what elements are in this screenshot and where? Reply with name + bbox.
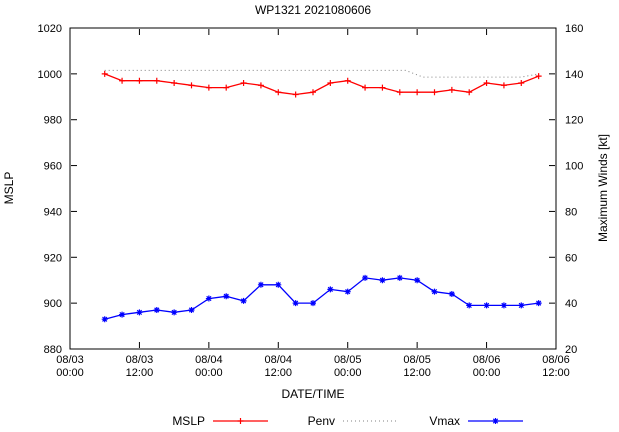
- y-left-tick-label: 940: [44, 206, 62, 218]
- x-tick-label-time: 00:00: [56, 367, 84, 379]
- series-line-mslp: [104, 73, 539, 96]
- legend-samples: [213, 418, 523, 424]
- y-left-axis-label: MSLP: [2, 172, 16, 205]
- x-tick-label-time: 12:00: [542, 367, 570, 379]
- legend-sample-marker-mslp: [237, 418, 244, 424]
- x-tick-label-date: 08/04: [265, 354, 293, 366]
- series-line-penv: [104, 69, 539, 78]
- legend-sample-marker-vmax: [492, 418, 499, 424]
- y-right-tick-label: 20: [565, 344, 577, 356]
- axes: 880 900 920 940 960 980 1000 1020 20 40 60 80 100 120…: [38, 23, 584, 379]
- legend-label-vmax: Vmax: [429, 414, 460, 428]
- x-tick-label-date: 08/06: [473, 354, 501, 366]
- series-markers-mslp: [101, 70, 542, 98]
- y-left-tick-label: 920: [44, 252, 62, 264]
- y-right-axis-label: Maximum Winds [kt]: [596, 134, 610, 242]
- x-tick-label-date: 08/03: [126, 354, 154, 366]
- y-right-tick-label: 120: [565, 115, 583, 127]
- x-tick-label-time: 00:00: [195, 367, 223, 379]
- series: [101, 69, 542, 323]
- x-tick-label-date: 08/04: [195, 354, 223, 366]
- x-tick-label-date: 08/05: [334, 354, 362, 366]
- legend-label-mslp: MSLP: [172, 414, 205, 428]
- y-left-tick-label: 900: [44, 298, 62, 310]
- y-left-tick-label: 980: [44, 115, 62, 127]
- chart-title: WP1321 2021080606: [255, 3, 371, 17]
- plot-frame: [69, 27, 557, 350]
- legend-label-penv: Penv: [308, 414, 335, 428]
- legend: MSLP Penv Vmax: [172, 414, 523, 428]
- y-left-tick-label: 1020: [38, 23, 62, 35]
- x-tick-label-time: 12:00: [126, 367, 154, 379]
- y-left-tick-label: 960: [44, 161, 62, 173]
- x-tick-label-date: 08/06: [542, 354, 570, 366]
- x-axis-label: DATE/TIME: [281, 387, 344, 401]
- series-line-vmax: [104, 277, 539, 320]
- y-right-tick-label: 100: [565, 161, 583, 173]
- y-right-tick-label: 140: [565, 69, 583, 81]
- y-right-tick-label: 60: [565, 252, 577, 264]
- y-right-tick-label: 80: [565, 206, 577, 218]
- series-markers-vmax: [101, 274, 542, 323]
- x-tick-label-time: 12:00: [403, 367, 431, 379]
- x-tick-label-time: 00:00: [473, 367, 501, 379]
- x-tick-label-date: 08/05: [403, 354, 431, 366]
- x-tick-label-time: 12:00: [265, 367, 293, 379]
- y-left-tick-label: 1000: [38, 69, 62, 81]
- x-tick-label-time: 00:00: [334, 367, 362, 379]
- x-tick-label-date: 08/03: [56, 354, 84, 366]
- y-right-tick-label: 160: [565, 23, 583, 35]
- y-left-tick-label: 880: [44, 344, 62, 356]
- y-right-tick-label: 40: [565, 298, 577, 310]
